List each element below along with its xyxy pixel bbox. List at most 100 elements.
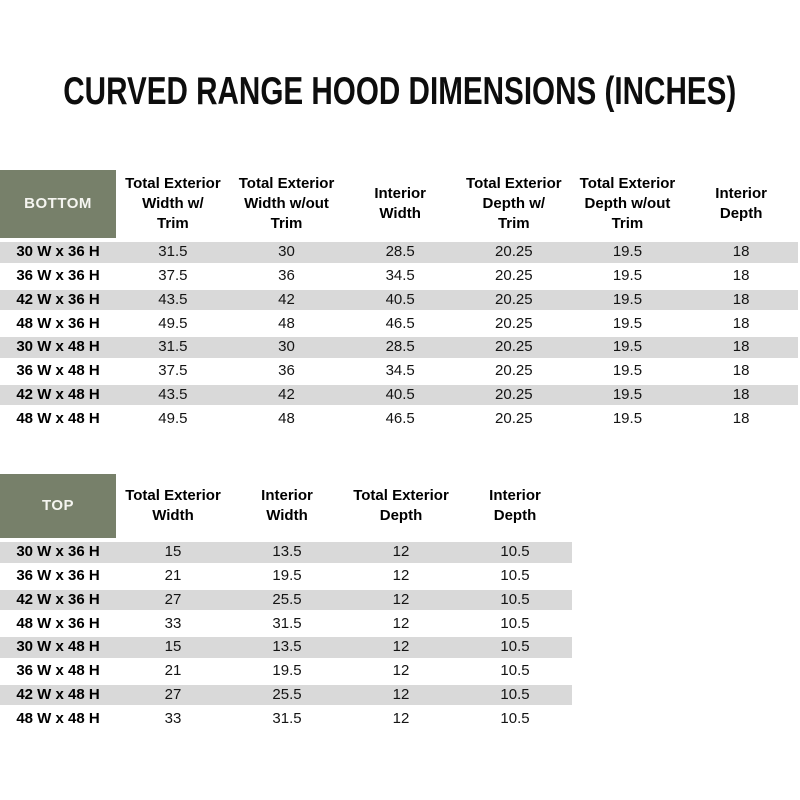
bottom-header-row: BOTTOM Total Exterior Width w/ Trim Total… (0, 170, 798, 242)
cell-value: 19.5 (230, 660, 344, 685)
row-label: 36 W x 48 H (0, 660, 116, 685)
table-row: 48 W x 48 H 49.5 48 46.5 20.25 19.5 18 (0, 408, 798, 432)
cell-value: 43.5 (116, 289, 230, 314)
table-row: 36 W x 36 H 37.5 36 34.5 20.25 19.5 18 (0, 265, 798, 290)
cell-value: 12 (344, 613, 458, 637)
cell-value: 20.25 (456, 360, 571, 385)
table-row: 30 W x 36 H 15 13.5 12 10.5 (0, 542, 572, 566)
cell-value: 40.5 (343, 289, 457, 314)
cell-value: 15 (116, 542, 230, 566)
cell-value: 10.5 (458, 613, 572, 637)
cell-value: 10.5 (458, 637, 572, 661)
table-row: 36 W x 48 H 37.5 36 34.5 20.25 19.5 18 (0, 360, 798, 385)
row-label: 36 W x 36 H (0, 265, 117, 290)
table-row: 42 W x 36 H 27 25.5 12 10.5 (0, 589, 572, 614)
table-row: 42 W x 36 H 43.5 42 40.5 20.25 19.5 18 (0, 289, 798, 314)
cell-value: 37.5 (116, 360, 230, 385)
top-dimensions-table: TOP Total Exterior Width Interior Width To… (0, 474, 572, 732)
cell-value: 18 (684, 337, 798, 361)
cell-value: 12 (344, 660, 458, 685)
cell-value: 12 (344, 542, 458, 566)
row-label: 48 W x 36 H (0, 613, 116, 637)
cell-value: 20.25 (456, 265, 571, 290)
row-label: 30 W x 36 H (0, 542, 116, 566)
cell-value: 43.5 (116, 384, 230, 409)
column-header: Total Exterior Depth w/out Trim (570, 170, 685, 242)
cell-value: 40.5 (343, 384, 457, 409)
column-header: Interior Depth (684, 170, 798, 242)
cell-value: 34.5 (343, 265, 457, 290)
top-section-label: TOP (0, 474, 116, 542)
column-header: Interior Width (343, 170, 457, 242)
cell-value: 12 (344, 565, 458, 590)
cell-value: 18 (684, 384, 798, 409)
cell-value: 30 (229, 337, 344, 361)
cell-value: 20.25 (456, 313, 571, 337)
top-header-row: TOP Total Exterior Width Interior Width To… (0, 474, 572, 542)
table-row: 48 W x 36 H 49.5 48 46.5 20.25 19.5 18 (0, 313, 798, 337)
cell-value: 31.5 (230, 708, 344, 732)
cell-value: 10.5 (458, 565, 572, 590)
cell-value: 18 (684, 265, 798, 290)
table-row: 30 W x 36 H 31.5 30 28.5 20.25 19.5 18 (0, 242, 798, 266)
cell-value: 27 (116, 684, 230, 709)
table-row: 42 W x 48 H 27 25.5 12 10.5 (0, 684, 572, 709)
row-label: 42 W x 48 H (0, 684, 116, 709)
cell-value: 13.5 (230, 637, 344, 661)
cell-value: 18 (684, 408, 798, 432)
cell-value: 19.5 (570, 384, 685, 409)
table-row: 48 W x 36 H 33 31.5 12 10.5 (0, 613, 572, 637)
row-label: 36 W x 36 H (0, 565, 116, 590)
cell-value: 19.5 (570, 408, 685, 432)
cell-value: 48 (229, 408, 344, 432)
cell-value: 19.5 (570, 337, 685, 361)
cell-value: 19.5 (570, 289, 685, 314)
cell-value: 12 (344, 684, 458, 709)
row-label: 42 W x 36 H (0, 589, 116, 614)
row-label: 36 W x 48 H (0, 360, 117, 385)
row-label: 42 W x 48 H (0, 384, 117, 409)
table-row: 36 W x 48 H 21 19.5 12 10.5 (0, 660, 572, 685)
cell-value: 36 (229, 265, 344, 290)
cell-value: 12 (344, 708, 458, 732)
cell-value: 19.5 (570, 265, 685, 290)
row-label: 30 W x 48 H (0, 637, 116, 661)
cell-value: 49.5 (116, 408, 230, 432)
cell-value: 48 (229, 313, 344, 337)
cell-value: 18 (684, 289, 798, 314)
cell-value: 20.25 (456, 242, 571, 266)
column-header: Total Exterior Depth (344, 474, 458, 542)
row-label: 48 W x 48 H (0, 708, 116, 732)
title-container: CURVED RANGE HOOD DIMENSIONS (INCHES) (0, 0, 800, 170)
cell-value: 34.5 (343, 360, 457, 385)
column-header: Total Exterior Width (116, 474, 230, 542)
cell-value: 27 (116, 589, 230, 614)
column-header: Interior Width (230, 474, 344, 542)
cell-value: 31.5 (230, 613, 344, 637)
cell-value: 25.5 (230, 589, 344, 614)
cell-value: 10.5 (458, 684, 572, 709)
column-header: Total Exterior Width w/ Trim (116, 170, 230, 242)
cell-value: 33 (116, 708, 230, 732)
cell-value: 31.5 (116, 242, 230, 266)
cell-value: 30 (229, 242, 344, 266)
cell-value: 10.5 (458, 542, 572, 566)
row-label: 48 W x 48 H (0, 408, 117, 432)
table-row: 30 W x 48 H 15 13.5 12 10.5 (0, 637, 572, 661)
cell-value: 21 (116, 565, 230, 590)
cell-value: 10.5 (458, 589, 572, 614)
cell-value: 10.5 (458, 708, 572, 732)
cell-value: 18 (684, 313, 798, 337)
row-label: 42 W x 36 H (0, 289, 117, 314)
cell-value: 37.5 (116, 265, 230, 290)
cell-value: 15 (116, 637, 230, 661)
cell-value: 20.25 (456, 408, 571, 432)
cell-value: 25.5 (230, 684, 344, 709)
table-row: 42 W x 48 H 43.5 42 40.5 20.25 19.5 18 (0, 384, 798, 409)
cell-value: 19.5 (230, 565, 344, 590)
cell-value: 49.5 (116, 313, 230, 337)
cell-value: 33 (116, 613, 230, 637)
table-row: 36 W x 36 H 21 19.5 12 10.5 (0, 565, 572, 590)
column-header: Total Exterior Depth w/ Trim (456, 170, 571, 242)
cell-value: 46.5 (343, 408, 457, 432)
